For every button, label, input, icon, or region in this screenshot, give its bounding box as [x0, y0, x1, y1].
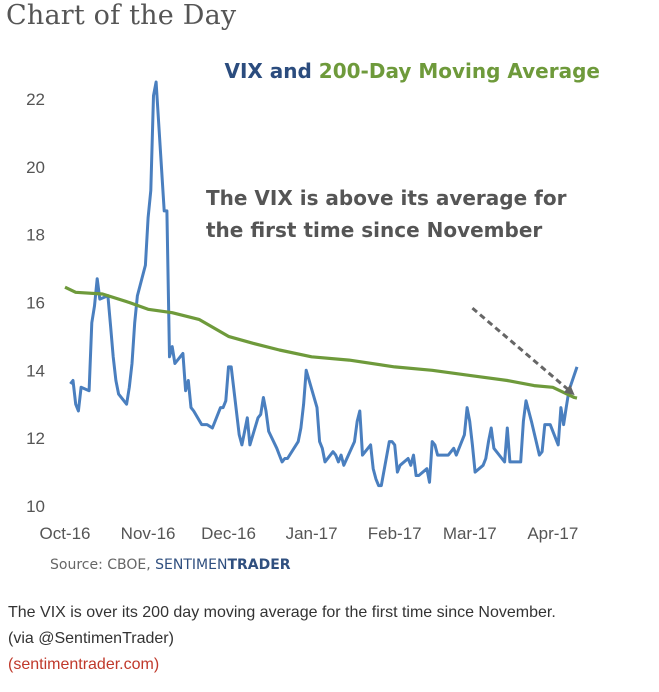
- caption-text: The VIX is over its 200 day moving avera…: [8, 604, 556, 621]
- caption-via: (via @SentimenTrader): [8, 630, 174, 647]
- source-line: Source: CBOE, SENTIMENTRADER: [50, 557, 291, 573]
- y-tick-label: 10: [26, 497, 45, 516]
- x-tick-label: Feb-17: [368, 524, 422, 543]
- chart-title: VIX and 200-Day Moving Average: [224, 59, 600, 83]
- y-tick-label: 14: [26, 361, 45, 380]
- x-tick-label: Nov-16: [121, 524, 176, 543]
- y-tick-label: 12: [26, 429, 45, 448]
- y-tick-label: 20: [26, 158, 45, 177]
- chart-title-vix: VIX and: [224, 59, 318, 83]
- x-tick-label: Mar-17: [443, 524, 497, 543]
- y-tick-label: 16: [26, 293, 45, 312]
- moving-average-line: [64, 285, 578, 400]
- vix-line: [69, 80, 579, 488]
- x-tick-label: Dec-16: [201, 524, 256, 543]
- source-brand-a: SENTIMEN: [155, 557, 228, 573]
- x-tick-label: Apr-17: [527, 524, 578, 543]
- chart-title-ma: 200-Day Moving Average: [319, 59, 600, 83]
- annotation-text: The VIX is above its average for: [206, 186, 567, 210]
- caption-link[interactable]: (sentimentrader.com): [8, 656, 160, 673]
- y-tick-label: 22: [26, 90, 45, 109]
- caption: The VIX is over its 200 day moving avera…: [8, 600, 653, 678]
- page-title: Chart of the Day: [6, 0, 237, 31]
- x-tick-label: Oct-16: [39, 524, 90, 543]
- source-brand-b: TRADER: [227, 557, 291, 573]
- annotation-text: the first time since November: [206, 218, 542, 242]
- y-tick-label: 18: [26, 226, 45, 245]
- vix-chart: 10 12 14 16 18 20 22 Oct-16 Nov-16 Dec-16 Jan-17 F…: [26, 59, 600, 543]
- annotation-arrow: [471, 307, 575, 396]
- x-tick-label: Jan-17: [286, 524, 338, 543]
- source-prefix: Source: CBOE,: [50, 557, 156, 573]
- svg-text:VIX and 200-Day Moving Average: VIX and 200-Day Moving Average: [224, 59, 600, 83]
